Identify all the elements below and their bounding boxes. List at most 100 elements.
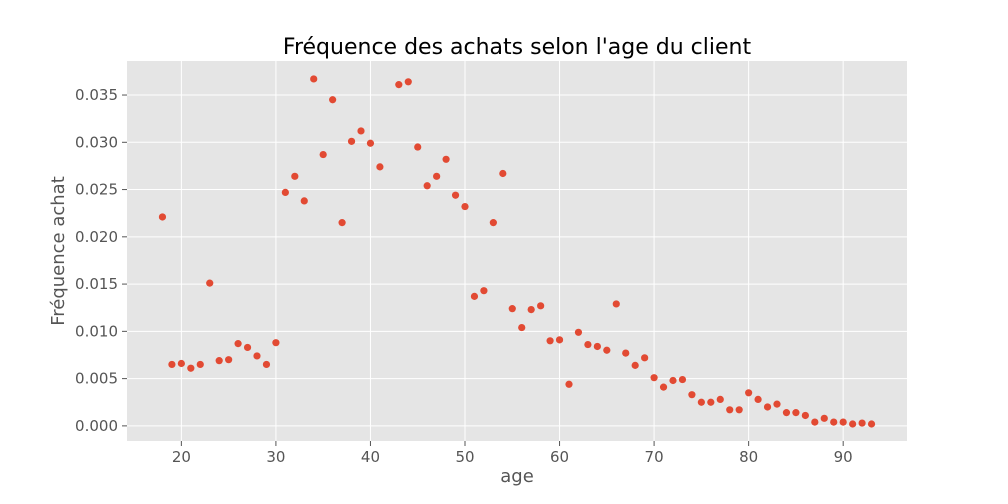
data-point [376, 163, 384, 171]
plot-area [127, 61, 907, 441]
data-point [858, 419, 866, 427]
data-point [489, 219, 497, 227]
data-point [395, 81, 403, 89]
data-point [461, 202, 469, 211]
x-tick-label: 70 [645, 448, 664, 466]
data-point [697, 398, 705, 406]
data-point [650, 374, 658, 382]
data-point [839, 418, 847, 426]
data-point [291, 172, 299, 180]
data-points [158, 75, 876, 428]
data-point [537, 302, 545, 310]
data-point [763, 403, 772, 411]
x-tick-label: 50 [455, 448, 474, 466]
data-point [196, 360, 204, 369]
data-point [329, 96, 337, 104]
data-point [300, 197, 308, 205]
x-tick-label: 30 [266, 448, 285, 466]
y-tick-label: 0.020 [75, 228, 118, 246]
data-point [442, 155, 450, 163]
data-point [177, 359, 185, 368]
data-point [470, 292, 479, 300]
x-tick-label: 90 [834, 448, 853, 466]
data-point [669, 376, 677, 385]
data-point [253, 352, 261, 360]
data-point [272, 339, 280, 347]
data-point [338, 219, 346, 227]
grid-lines [127, 61, 907, 441]
data-point [612, 300, 620, 308]
data-point [593, 342, 601, 351]
data-point [782, 409, 791, 417]
x-tick-label: 80 [739, 448, 758, 466]
data-point [281, 188, 289, 196]
data-point [773, 400, 781, 408]
data-point [414, 143, 422, 151]
data-point [849, 420, 857, 428]
data-point [726, 406, 734, 414]
data-point [527, 306, 535, 314]
data-point [820, 414, 828, 422]
data-point [215, 357, 223, 365]
data-point [555, 336, 564, 344]
data-point [565, 380, 573, 388]
data-point [206, 279, 214, 287]
x-tick-label: 60 [550, 448, 569, 466]
data-point [603, 346, 611, 354]
data-point [622, 349, 630, 357]
data-point [480, 287, 488, 295]
data-point [234, 340, 242, 348]
data-point [867, 420, 876, 428]
y-axis-ticks: 0.000 0.005 0.010 0.015 0.020 0.025 0.030 0.035 [75, 86, 127, 435]
data-point [688, 391, 696, 399]
data-point [546, 337, 554, 345]
data-point [830, 418, 838, 426]
data-point [707, 398, 715, 406]
data-point [347, 137, 356, 145]
data-point [659, 383, 668, 391]
data-point [319, 150, 327, 159]
data-point [262, 360, 271, 369]
data-point [574, 328, 583, 336]
y-tick-label: 0.030 [75, 133, 118, 151]
y-tick-label: 0.010 [75, 322, 118, 340]
data-point [518, 323, 526, 332]
data-point [735, 406, 743, 414]
data-point [754, 395, 762, 404]
data-point [631, 361, 639, 369]
data-point [187, 364, 195, 372]
y-tick-label: 0.000 [75, 417, 118, 435]
data-point [158, 213, 167, 221]
y-axis-label: Fréquence achat [48, 176, 69, 326]
y-tick-label: 0.035 [75, 86, 118, 104]
data-point [243, 343, 252, 352]
data-point [508, 305, 516, 313]
x-tick-label: 40 [361, 448, 380, 466]
data-point [745, 389, 753, 397]
data-point [499, 169, 507, 178]
data-point [310, 75, 318, 83]
data-point [716, 395, 724, 404]
data-point [801, 411, 809, 420]
data-point [168, 360, 176, 369]
x-axis-ticks: 20 30 40 50 60 70 80 90 [172, 441, 853, 466]
data-point [366, 139, 375, 147]
x-tick-label: 20 [172, 448, 191, 466]
data-point [423, 182, 431, 190]
y-tick-label: 0.025 [75, 181, 118, 199]
data-point [678, 375, 687, 384]
y-tick-label: 0.015 [75, 275, 118, 293]
data-point [433, 172, 441, 180]
data-point [451, 191, 460, 199]
x-axis-label: age [500, 466, 534, 487]
data-point [641, 354, 649, 362]
data-point [584, 340, 592, 349]
y-tick-label: 0.005 [75, 370, 118, 388]
chart-title: Fréquence des achats selon l'age du clie… [283, 35, 752, 60]
data-point [404, 78, 412, 86]
data-point [225, 356, 233, 364]
data-point [792, 409, 800, 417]
data-point [811, 418, 819, 426]
